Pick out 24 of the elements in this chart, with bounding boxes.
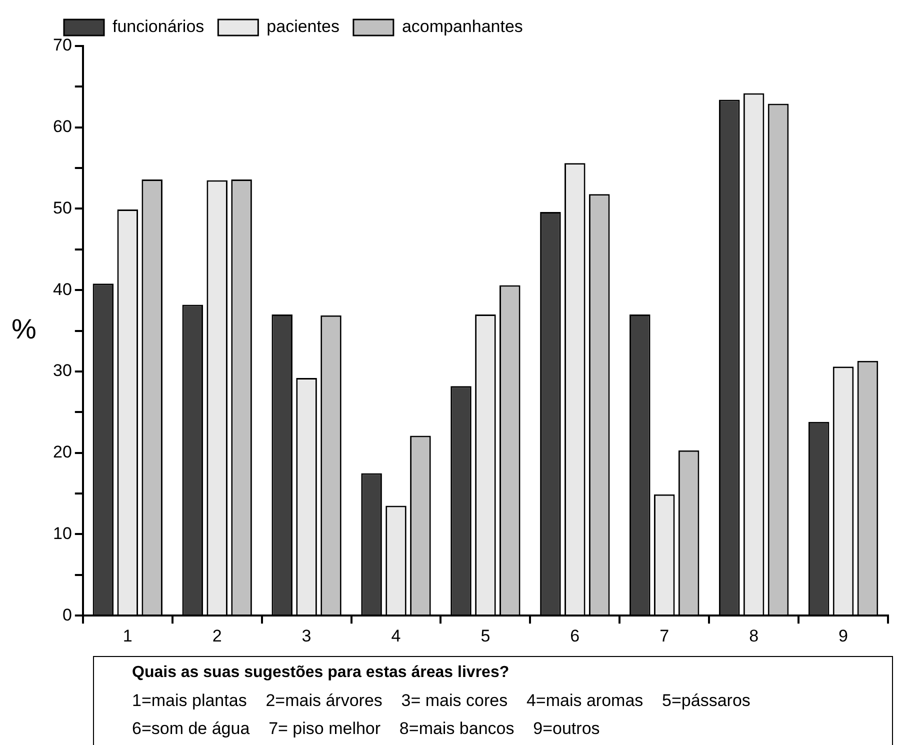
y-axis-title: % [12,314,36,345]
text: 1=mais plantas 2=mais árvores 3= mais cores 4=mais aromas 5=pássaros [132,690,752,712]
legend-label: acompanhantes [402,17,523,36]
x-tick-label: 4 [391,626,401,646]
x-tick-label: 5 [480,626,490,646]
x-tick-label: 9 [838,626,848,646]
y-tick-label: 0 [62,605,72,624]
x-tick-label: 2 [212,626,222,646]
legend-label: pacientes [266,17,340,36]
y-tick-label: 10 [52,524,72,543]
x-tick-label: 3 [302,626,312,646]
y-tick-label: 20 [52,442,72,462]
text: 6=som de água 7= piso melhor 8=mais bancos 9=outros [132,718,601,740]
x-tick-label: 8 [749,626,759,646]
y-tick-label: 60 [52,117,72,136]
x-tick-label: 1 [122,626,132,646]
text: Quais as suas sugestões para estas áreas livres? [132,663,510,683]
x-tick-label: 6 [570,626,580,646]
x-tick-label: 7 [660,626,670,646]
y-tick-label: 40 [52,280,72,299]
legend-label: funcionários [112,17,204,36]
y-tick-label: 50 [52,198,72,218]
y-tick-label: 30 [52,361,72,380]
y-tick-label: 70 [52,36,72,55]
